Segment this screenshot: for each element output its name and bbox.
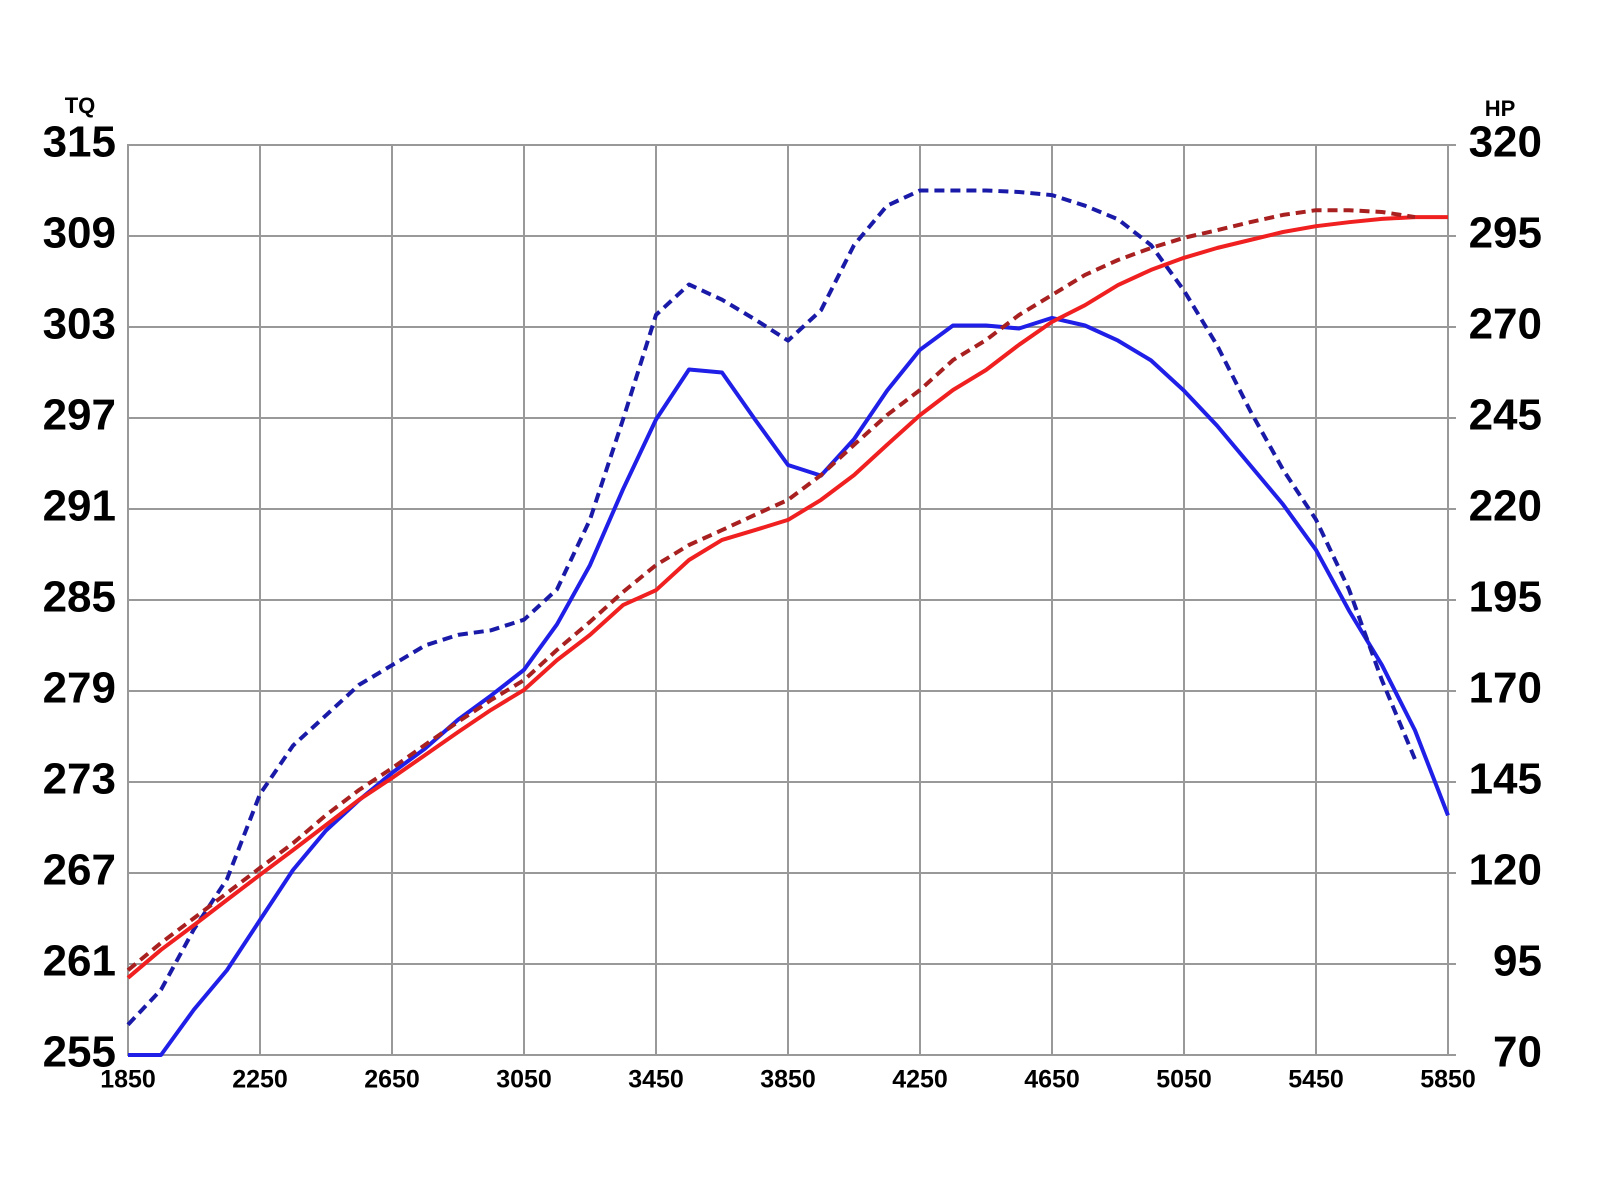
- y-tick-label: 303: [43, 300, 116, 349]
- y-tick-label: 255: [43, 1028, 116, 1077]
- y2-tick-label: 295: [1469, 209, 1542, 258]
- x-tick-label: 4650: [1024, 1066, 1080, 1094]
- y-axis-label: TQ: [65, 93, 96, 118]
- data-line: [126, 215, 1448, 980]
- data-line: [126, 208, 1416, 972]
- y2-tick-label: 245: [1469, 391, 1542, 440]
- x-tick-label: 5050: [1156, 1066, 1212, 1094]
- y-tick-label: 273: [43, 755, 116, 804]
- y2-tick-label: 170: [1469, 664, 1542, 713]
- y2-tick-label: 195: [1469, 573, 1542, 622]
- y-tick-label: 279: [43, 664, 116, 713]
- y2-tick-label: 320: [1469, 118, 1542, 167]
- y-tick-label: 291: [43, 482, 116, 531]
- y-tick-label: 315: [43, 118, 116, 167]
- y2-tick-label: 120: [1469, 846, 1542, 895]
- data-line: [126, 188, 1417, 1027]
- y2-tick-label: 270: [1469, 300, 1542, 349]
- y-tick-label: 297: [43, 391, 116, 440]
- x-tick-label: 5450: [1288, 1066, 1344, 1094]
- y-tick-label: 309: [43, 209, 116, 258]
- y2-tick-label: 220: [1469, 482, 1542, 531]
- y2-axis-label: HP: [1485, 96, 1516, 121]
- x-tick-label: 2650: [364, 1066, 420, 1094]
- y2-tick-label: 145: [1469, 755, 1542, 804]
- y2-tick-label: 70: [1493, 1028, 1542, 1077]
- x-tick-label: 1850: [100, 1066, 156, 1094]
- x-tick-label: 5850: [1420, 1066, 1476, 1094]
- y-tick-label: 261: [43, 937, 116, 986]
- y-tick-label: 267: [43, 846, 116, 895]
- y-tick-label: 285: [43, 573, 116, 622]
- x-tick-label: 3450: [628, 1066, 684, 1094]
- plot-frame: [127, 144, 1449, 1056]
- x-tick-label: 3850: [760, 1066, 816, 1094]
- x-tick-label: 2250: [232, 1066, 288, 1094]
- x-tick-label: 4250: [892, 1066, 948, 1094]
- x-tick-label: 3050: [496, 1066, 552, 1094]
- y2-tick-label: 95: [1493, 937, 1542, 986]
